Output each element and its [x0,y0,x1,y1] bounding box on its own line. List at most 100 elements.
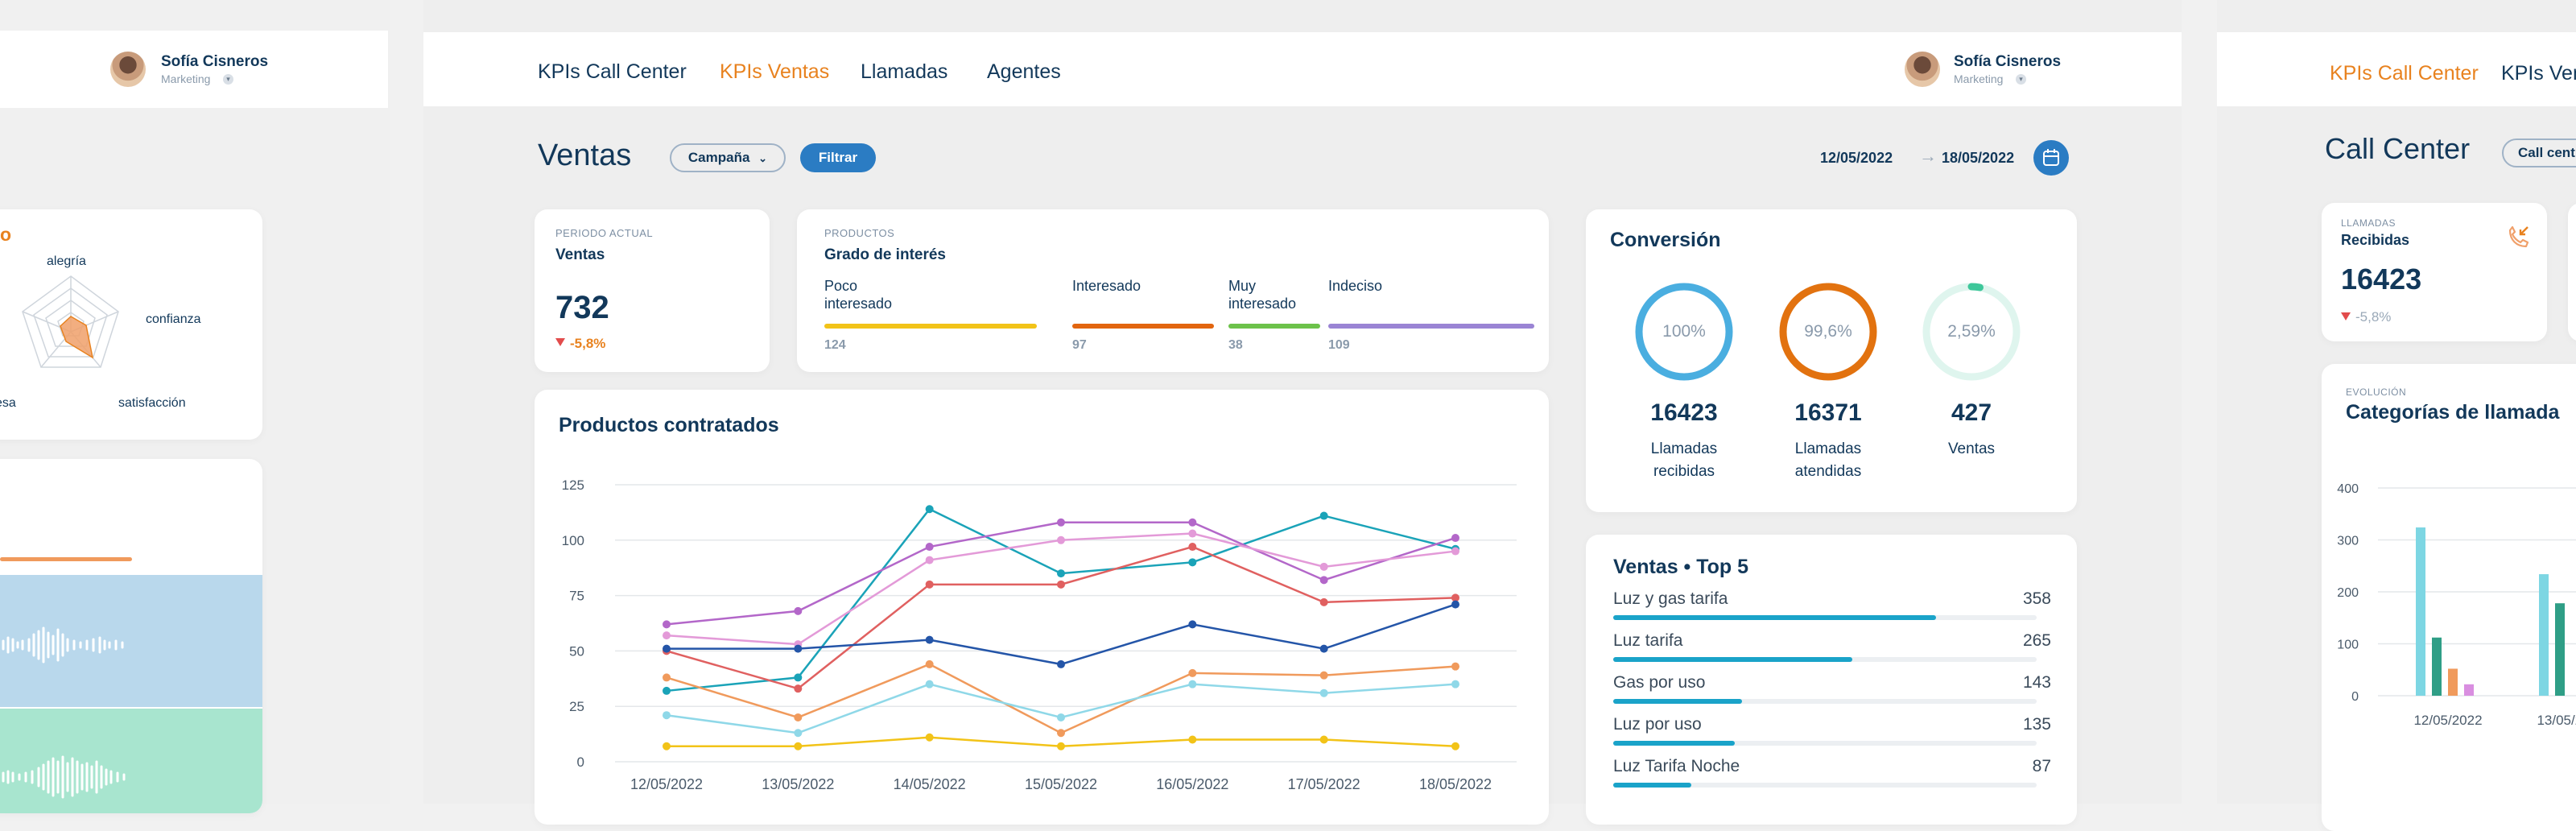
nav-llamadas[interactable]: Llamadas [861,60,948,83]
interest-caption: PRODUCTOS [824,227,895,239]
right-nav-kpis-call-center[interactable]: KPIs Call Center [2330,62,2479,85]
left-avatar[interactable] [110,52,146,87]
received-value: 16423 [2341,263,2422,296]
evolution-caption: EVOLUCIÓN [2346,387,2407,398]
data-point [1451,662,1459,671]
nav-kpis-ventas[interactable]: KPIs Ventas [720,60,830,83]
top5-item-bar [1613,657,1852,662]
data-point [663,711,671,720]
right-nav-kpis-ventas[interactable]: KPIs Ven [2501,62,2576,85]
chevron-down-icon[interactable]: ▾ [223,74,233,85]
data-point [663,620,671,629]
ring-arc [1922,283,2021,381]
period-change: -5,8% [570,336,606,351]
interest-card: PRODUCTOS Grado de interés Poco interesa… [797,209,1549,372]
received-caption: LLAMADAS [2341,217,2396,229]
interest-value: 97 [1072,338,1087,352]
ring-percent: 2,59% [1947,322,1996,341]
top5-item-value: 135 [2022,715,2051,734]
x-tick-label: 17/05/2022 [1288,776,1360,792]
left-audio-card [0,459,262,813]
right-page-title: Call Center [2325,132,2471,165]
data-point [794,673,803,682]
radar-label-confianza: confianza [146,312,201,326]
triangle-down-icon [2341,312,2351,320]
left-topbar [0,31,388,108]
data-point [663,631,671,640]
period-value: 732 [555,290,609,325]
products-chart-card: Productos contratados 0 25 50 75 100 125 12/05… [535,390,1549,825]
received-label: Recibidas [2341,232,2410,248]
nav-kpis-call-center[interactable]: KPIs Call Center [538,60,687,83]
top5-card: Ventas • Top 5 Luz y gas tarifa 358 Luz ta… [1586,535,2077,825]
top5-item-bar [1613,783,1691,788]
ring-percent: 99,6% [1804,322,1852,341]
top5-item-name: Luz Tarifa Noche [1613,757,1740,775]
top5-title: Ventas • Top 5 [1613,556,1749,578]
chevron-down-icon[interactable]: ▾ [2016,74,2026,85]
phone-incoming-icon [2508,225,2529,248]
main-topbar [423,32,2182,106]
interest-item-label: Muy interesado [1228,278,1297,312]
y-tick-label: 125 [562,478,584,493]
top5-item-value: 143 [2022,673,2051,692]
top5-item-bar [1613,615,1936,620]
arrow-right-icon: → [1919,146,1937,166]
y-tick-label: 400 [2337,482,2359,496]
y-tick-label: 300 [2337,535,2359,548]
data-point [1451,680,1459,688]
ring-label: Llamadas recibidas [1650,440,1718,480]
top5-item-value: 87 [2032,757,2051,775]
data-point [925,580,934,589]
audio-progress-bar[interactable] [0,557,132,561]
left-user-name[interactable]: Sofía Cisneros [161,53,269,70]
data-point [1188,529,1197,538]
top5-item-name: Luz por uso [1613,715,1702,734]
top5-item-bar [1613,699,1742,704]
campaign-filter-label: Campaña [687,150,750,165]
data-point [925,733,934,742]
data-point [663,644,671,653]
right-filter-dropdown[interactable]: Call cent [2502,138,2576,167]
left-panel: Sofía Cisneros Marketing ▾ o alegría con… [0,0,390,813]
series-line [666,683,1456,734]
y-tick-label: 100 [2337,639,2359,652]
chart-title: Productos contratados [559,414,779,436]
conversion-rings [1635,283,2021,381]
ring-label: Ventas [1947,440,1996,457]
data-point [1188,543,1197,552]
data-point [1319,688,1328,697]
received-change: -5,8% [2355,309,2392,325]
data-point [1057,713,1065,721]
audio-track-green[interactable] [0,709,262,813]
conversion-title: Conversión [1610,229,1721,251]
campaign-filter-dropdown[interactable]: Campaña ⌄ [670,143,786,172]
line-chart: 0 25 50 75 100 125 12/05/2022 13/05/2022 14/05/2… [562,478,1517,792]
data-point [663,673,671,682]
data-point [794,729,803,738]
interest-bar-interesado [1072,324,1214,329]
data-point [925,556,934,564]
y-tick-label: 100 [562,533,584,548]
interest-value: 38 [1228,338,1243,352]
main-avatar[interactable] [1905,52,1940,87]
data-point [1319,511,1328,520]
data-point [1188,680,1197,688]
top5-item-track [1613,741,2037,746]
calendar-icon[interactable] [2033,140,2069,176]
date-to[interactable]: 18/05/2022 [1942,150,2015,166]
data-point [1057,569,1065,578]
main-user-name[interactable]: Sofía Cisneros [1954,53,2062,70]
bar [2432,637,2442,696]
filter-button[interactable]: Filtrar [800,143,876,172]
interest-value: 109 [1328,338,1350,352]
data-point [794,684,803,693]
y-tick-label: 200 [2337,586,2359,600]
data-point [1319,562,1328,571]
y-tick-label: 0 [577,755,584,770]
date-from[interactable]: 12/05/2022 [1820,150,1893,166]
period-caption: PERIODO ACTUAL [555,227,654,239]
interest-bar-muy [1228,324,1320,329]
interest-item-label: Poco interesado [824,278,893,312]
nav-agentes[interactable]: Agentes [987,60,1061,83]
